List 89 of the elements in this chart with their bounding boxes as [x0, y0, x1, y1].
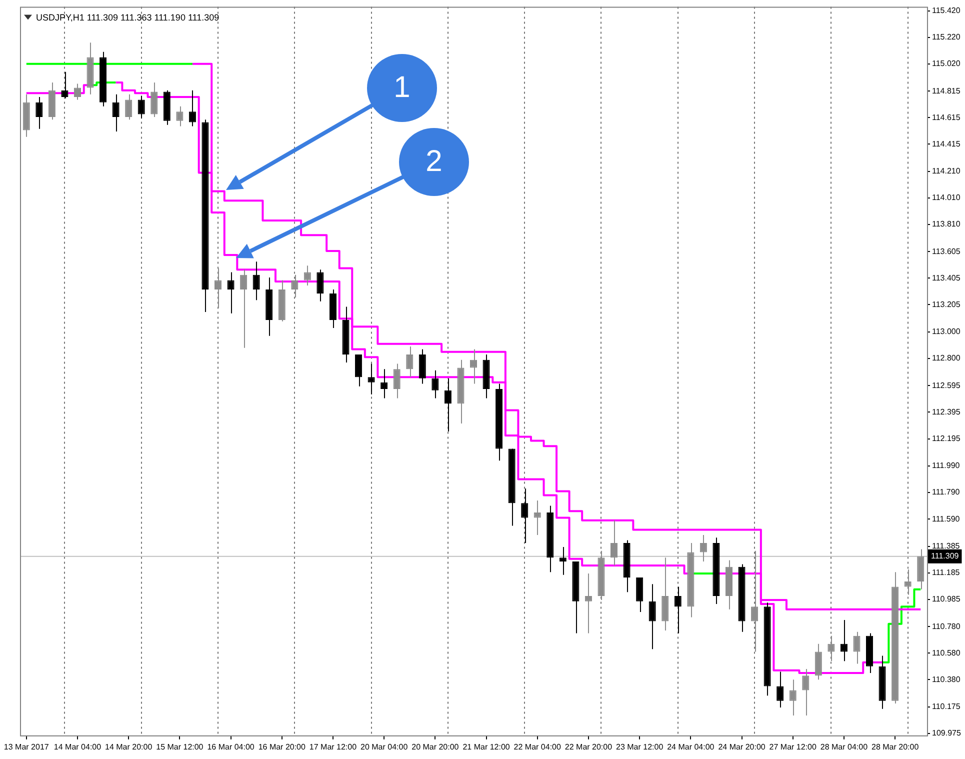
y-tick-label: 115.020	[932, 59, 961, 68]
candlestick	[227, 272, 234, 314]
y-tick-label: 111.790	[932, 488, 960, 497]
y-tick-label: 112.395	[932, 407, 961, 416]
y-tick-label: 112.195	[932, 434, 961, 443]
x-tick-label: 17 Mar 12:00	[309, 742, 358, 752]
candlestick	[61, 71, 68, 99]
candlestick	[751, 550, 758, 652]
y-tick-label: 110.580	[932, 648, 961, 658]
x-tick-label: 13 Mar 2017	[4, 742, 50, 752]
candlestick	[789, 679, 796, 716]
candlestick	[559, 546, 566, 576]
candlestick	[904, 569, 912, 596]
y-tick-label: 114.415	[932, 139, 961, 148]
x-tick-label: 14 Mar 04:00	[54, 742, 102, 752]
x-tick-label: 16 Mar 20:00	[258, 742, 306, 752]
x-tick-label: 23 Mar 12:00	[616, 742, 664, 752]
candlestick	[432, 370, 439, 399]
y-tick-label: 111.590	[932, 514, 960, 524]
y-tick-label: 114.615	[932, 112, 961, 122]
ref-line-label: 111.309	[931, 552, 960, 561]
candlestick	[662, 557, 669, 632]
candlestick	[917, 548, 924, 590]
y-tick-label: 109.975	[932, 728, 962, 738]
y-tick-label: 113.205	[932, 300, 961, 309]
candlestick	[150, 82, 158, 118]
y-tick-label: 110.380	[932, 674, 961, 684]
x-tick-label: 21 Mar 12:00	[462, 742, 510, 752]
y-tick-label: 113.405	[932, 273, 961, 282]
x-tick-label: 15 Mar 12:00	[156, 742, 204, 752]
candlestick	[125, 94, 132, 120]
candlestick	[840, 619, 848, 662]
y-tick-label: 114.010	[932, 193, 961, 202]
candlestick	[406, 346, 414, 378]
x-tick-label: 22 Mar 20:00	[564, 742, 613, 752]
candlestick	[674, 586, 682, 634]
y-tick-label: 113.605	[932, 246, 961, 256]
y-tick-label: 115.220	[932, 32, 961, 42]
candlestick	[355, 354, 362, 387]
candlestick	[853, 631, 860, 664]
candlestick	[534, 500, 541, 536]
y-tick-label: 111.185	[932, 568, 960, 578]
y-tick-label: 111.385	[932, 541, 960, 550]
candlestick	[610, 520, 618, 566]
y-tick-label: 113.000	[932, 327, 961, 336]
y-tick-label: 112.800	[932, 354, 961, 363]
x-tick-label: 20 Mar 04:00	[360, 742, 408, 752]
y-tick-label: 110.780	[932, 622, 961, 631]
candlestick	[368, 363, 375, 395]
x-tick-label: 28 Mar 20:00	[871, 742, 920, 752]
y-tick-label: 110.175	[932, 702, 961, 712]
candlestick	[252, 261, 260, 301]
x-tick-label: 28 Mar 04:00	[820, 742, 868, 752]
candlestick	[444, 378, 452, 432]
y-tick-label: 110.985	[932, 594, 961, 604]
candlestick	[828, 635, 835, 662]
candlestick	[214, 268, 222, 309]
candlestick	[814, 643, 822, 680]
x-tick-label: 20 Mar 20:00	[412, 742, 460, 752]
y-tick-label: 111.990	[932, 461, 960, 470]
candlestick	[584, 572, 592, 634]
candlestick	[636, 576, 644, 612]
y-tick-label: 113.810	[932, 220, 961, 229]
x-tick-label: 27 Mar 12:00	[769, 742, 817, 752]
candlestick	[138, 95, 145, 119]
candlestick	[380, 368, 388, 399]
candlestick	[802, 668, 810, 716]
y-tick-label: 115.420	[932, 6, 961, 15]
y-tick-label: 112.595	[932, 380, 961, 390]
candlestick	[240, 269, 248, 348]
candlestick	[776, 671, 784, 708]
candlestick	[316, 269, 324, 302]
candlestick	[36, 96, 43, 130]
x-tick-label: 16 Mar 04:00	[207, 742, 255, 752]
number-badge: 2	[399, 128, 469, 196]
candlestick	[470, 348, 478, 384]
x-tick-label: 14 Mar 20:00	[105, 742, 153, 752]
candlestick	[648, 584, 656, 650]
x-tick-label: 22 Mar 04:00	[514, 742, 562, 752]
x-tick-label: 24 Mar 04:00	[667, 742, 715, 752]
candlestick	[112, 94, 120, 132]
candlestick	[393, 363, 400, 399]
y-tick-label: 114.815	[932, 86, 961, 96]
candlestick	[521, 488, 528, 544]
x-tick-label: 24 Mar 20:00	[718, 742, 766, 752]
candlestick	[418, 348, 426, 384]
text: USDJPY,H1 111.309 111.363 111.190 111.309	[36, 12, 220, 22]
y-tick-label: 114.210	[932, 166, 961, 176]
number-badge: 1	[367, 54, 437, 122]
